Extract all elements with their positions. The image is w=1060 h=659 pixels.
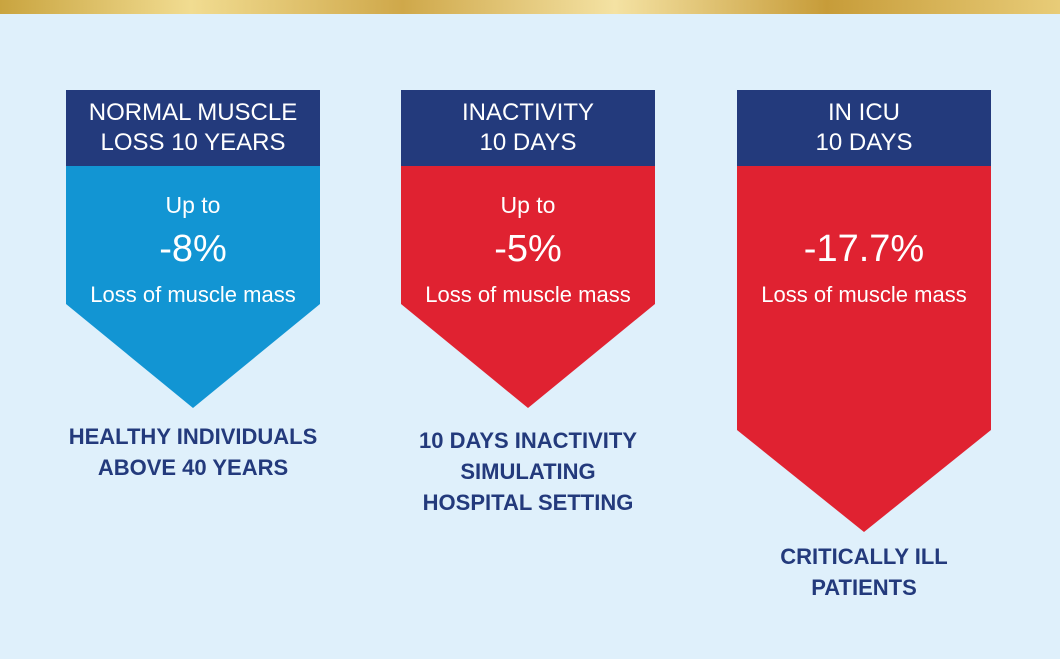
- value-label: Loss of muscle mass: [761, 282, 967, 307]
- down-arrow-shape: -17.7% Loss of muscle mass: [737, 166, 991, 532]
- arrow-graphic: [401, 166, 655, 408]
- header-line-1: INACTIVITY: [461, 99, 594, 126]
- caption-line-1: CRITICALLY ILL: [780, 544, 948, 569]
- value-label: Loss of muscle mass: [425, 282, 631, 307]
- prefix-text: Up to: [165, 192, 221, 218]
- prefix-text: Up to: [500, 192, 556, 218]
- column-header: NORMAL MUSCLE LOSS 10 YEARS: [66, 90, 320, 166]
- column-header: INACTIVITY 10 DAYS: [401, 90, 655, 166]
- arrow-graphic: [66, 166, 320, 408]
- header-line-2: LOSS 10 YEARS: [100, 129, 286, 156]
- gold-top-bar: [0, 0, 1060, 14]
- caption-healthy-individuals: HEALTHY INDIVIDUALS ABOVE 40 YEARS: [43, 421, 343, 483]
- value-label: Loss of muscle mass: [90, 282, 296, 307]
- caption-line-1: 10 DAYS INACTIVITY: [418, 428, 638, 453]
- column-inactivity: INACTIVITY 10 DAYS Up to -5% Loss of mus…: [401, 90, 655, 409]
- percentage-value: -8%: [159, 228, 227, 270]
- caption-line-1: HEALTHY INDIVIDUALS: [68, 424, 318, 449]
- header-line-2: 10 DAYS: [815, 129, 913, 156]
- column-in-icu: IN ICU 10 DAYS -17.7% Loss of muscle mas…: [737, 90, 991, 532]
- caption-line-2: SIMULATING: [460, 459, 596, 484]
- caption-line-2: PATIENTS: [811, 575, 917, 600]
- arrow-graphic: [737, 166, 991, 532]
- caption-inactivity: 10 DAYS INACTIVITY SIMULATING HOSPITAL S…: [378, 425, 678, 518]
- column-header: IN ICU 10 DAYS: [737, 90, 991, 166]
- percentage-value: -5%: [494, 228, 562, 270]
- header-line-2: 10 DAYS: [479, 129, 577, 156]
- down-arrow-shape: Up to -8% Loss of muscle mass: [66, 166, 320, 409]
- percentage-value: -17.7%: [803, 228, 925, 270]
- caption-critically-ill: CRITICALLY ILL PATIENTS: [714, 541, 1014, 603]
- header-line-1: NORMAL MUSCLE: [88, 99, 298, 126]
- caption-line-3: HOSPITAL SETTING: [422, 490, 634, 515]
- header-line-1: IN ICU: [828, 99, 900, 126]
- column-normal-muscle-loss: NORMAL MUSCLE LOSS 10 YEARS Up to -8% Lo…: [66, 90, 320, 409]
- caption-line-2: ABOVE 40 YEARS: [97, 455, 289, 480]
- down-arrow-shape: Up to -5% Loss of muscle mass: [401, 166, 655, 409]
